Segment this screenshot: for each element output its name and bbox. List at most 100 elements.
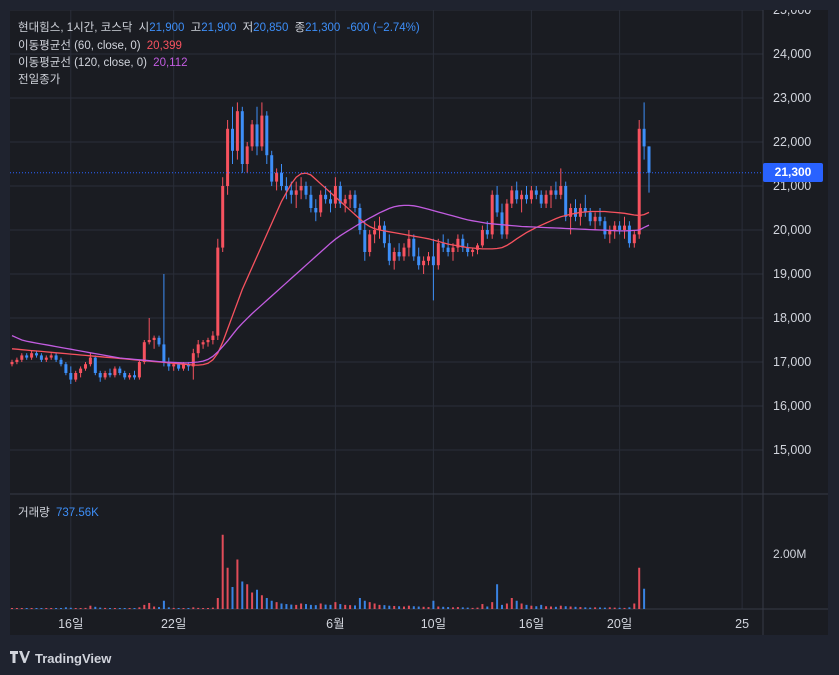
candle-body [588, 212, 592, 222]
candle-body [123, 373, 127, 378]
x-tick-label: 6월 [326, 617, 344, 631]
volume-bar [545, 606, 548, 609]
volume-bar [584, 607, 587, 609]
last-price-badge: 21,300 [763, 163, 823, 183]
volume-bar [505, 603, 508, 609]
volume-bar [407, 605, 410, 609]
volume-bar [138, 607, 141, 609]
candle-body [583, 208, 587, 213]
volume-bar [383, 605, 386, 609]
x-tick-label: 25 [735, 617, 749, 631]
tradingview-brand[interactable]: TradingView [10, 650, 111, 666]
legend-ma120-value: 20,112 [153, 57, 188, 69]
volume-bar [368, 602, 371, 609]
volume-bar [221, 534, 224, 609]
candle-body [299, 186, 303, 191]
y-tick-label: 19,000 [773, 267, 811, 281]
candle-body [466, 247, 470, 252]
y-tick-label: 15,000 [773, 443, 811, 457]
candle-body [446, 247, 450, 252]
volume-bar [608, 607, 611, 609]
candle-body [147, 340, 151, 343]
candle-body [338, 186, 342, 204]
candle-body [373, 230, 377, 235]
candle-body [554, 190, 558, 195]
candle-body [525, 194, 528, 200]
volume-bar [496, 584, 499, 609]
volume-bar [393, 605, 396, 609]
candle-body [167, 362, 171, 367]
candle-body [30, 353, 34, 358]
candle-body [245, 146, 249, 164]
legend-ma120[interactable]: 이동평균선 (120, close, 0) 20,112 [18, 54, 191, 70]
candle-body [265, 115, 269, 156]
volume-bar [153, 606, 156, 609]
candle-body [539, 194, 543, 204]
brand-name: TradingView [35, 650, 112, 666]
volume-bar [638, 567, 641, 609]
legend-prev-close[interactable]: 전일종가 [18, 71, 63, 87]
volume-bar [148, 602, 151, 609]
volume-bar [89, 605, 92, 609]
candle-body [84, 364, 87, 369]
candle-body [284, 186, 288, 191]
volume-bar [305, 604, 307, 609]
candle-body [108, 373, 112, 376]
volume-bar [569, 606, 572, 609]
ma120-line [11, 204, 650, 364]
candle-body [642, 128, 646, 147]
volume-bar [40, 608, 43, 609]
candle-body [172, 364, 176, 367]
candle-body [44, 357, 48, 360]
volume-bar [398, 606, 401, 609]
candle-body [613, 225, 617, 230]
candle-body [64, 364, 68, 373]
volume-bar [64, 607, 67, 609]
volume-bar [300, 603, 303, 609]
candle-body [333, 186, 337, 204]
candle-body [79, 368, 83, 373]
chart-canvas[interactable]: 2.00M 15,000 16,000 17,000 18,000 19,000 20,00… [10, 10, 828, 635]
volume-bar [192, 607, 195, 609]
volume-bar [260, 595, 263, 609]
volume-bar [535, 606, 538, 609]
candle-body [260, 115, 264, 147]
volume-bar [280, 603, 283, 609]
legend-ma60[interactable]: 이동평균선 (60, close, 0) 20,399 [18, 37, 185, 53]
candle-body [191, 353, 195, 367]
candle-body [480, 230, 484, 246]
y-tick-label: 18,000 [773, 311, 811, 325]
volume-bar [456, 607, 459, 609]
volume-bar [432, 600, 435, 609]
candle-body [412, 238, 416, 257]
candle-body [35, 353, 38, 356]
candle-body [142, 342, 146, 362]
legend-volume[interactable]: 거래량 737.56K [18, 504, 102, 520]
legend-low: 20,850 [253, 22, 289, 34]
candle-body [221, 186, 225, 248]
volume-bar [25, 608, 28, 609]
candle-body [559, 186, 563, 195]
candle-body [270, 155, 274, 182]
legend-ma60-value: 20,399 [146, 40, 182, 52]
legend-symbol[interactable]: 현대힘스, 1시간, 코스닥 [18, 22, 133, 34]
candle-body [25, 355, 29, 358]
volume-bar [344, 604, 347, 609]
volume-bar [143, 604, 146, 609]
volume-bar [417, 606, 420, 609]
x-tick-label: 10일 [421, 617, 446, 631]
volume-bar [574, 606, 577, 609]
volume-bar [540, 604, 543, 609]
chart-frame[interactable]: 2.00M 15,000 16,000 17,000 18,000 19,000 20,00… [10, 10, 828, 635]
volume-bar [349, 605, 352, 609]
volume-bar [354, 605, 356, 609]
candle-body [485, 230, 489, 235]
volume-bar [314, 605, 317, 609]
volume-bar [167, 607, 170, 609]
volume-bar [35, 608, 38, 609]
candle-body [392, 252, 396, 261]
volume-bar [246, 584, 249, 609]
candle-body [69, 373, 73, 380]
volume-bar [109, 608, 111, 609]
volume-bar [74, 608, 77, 609]
